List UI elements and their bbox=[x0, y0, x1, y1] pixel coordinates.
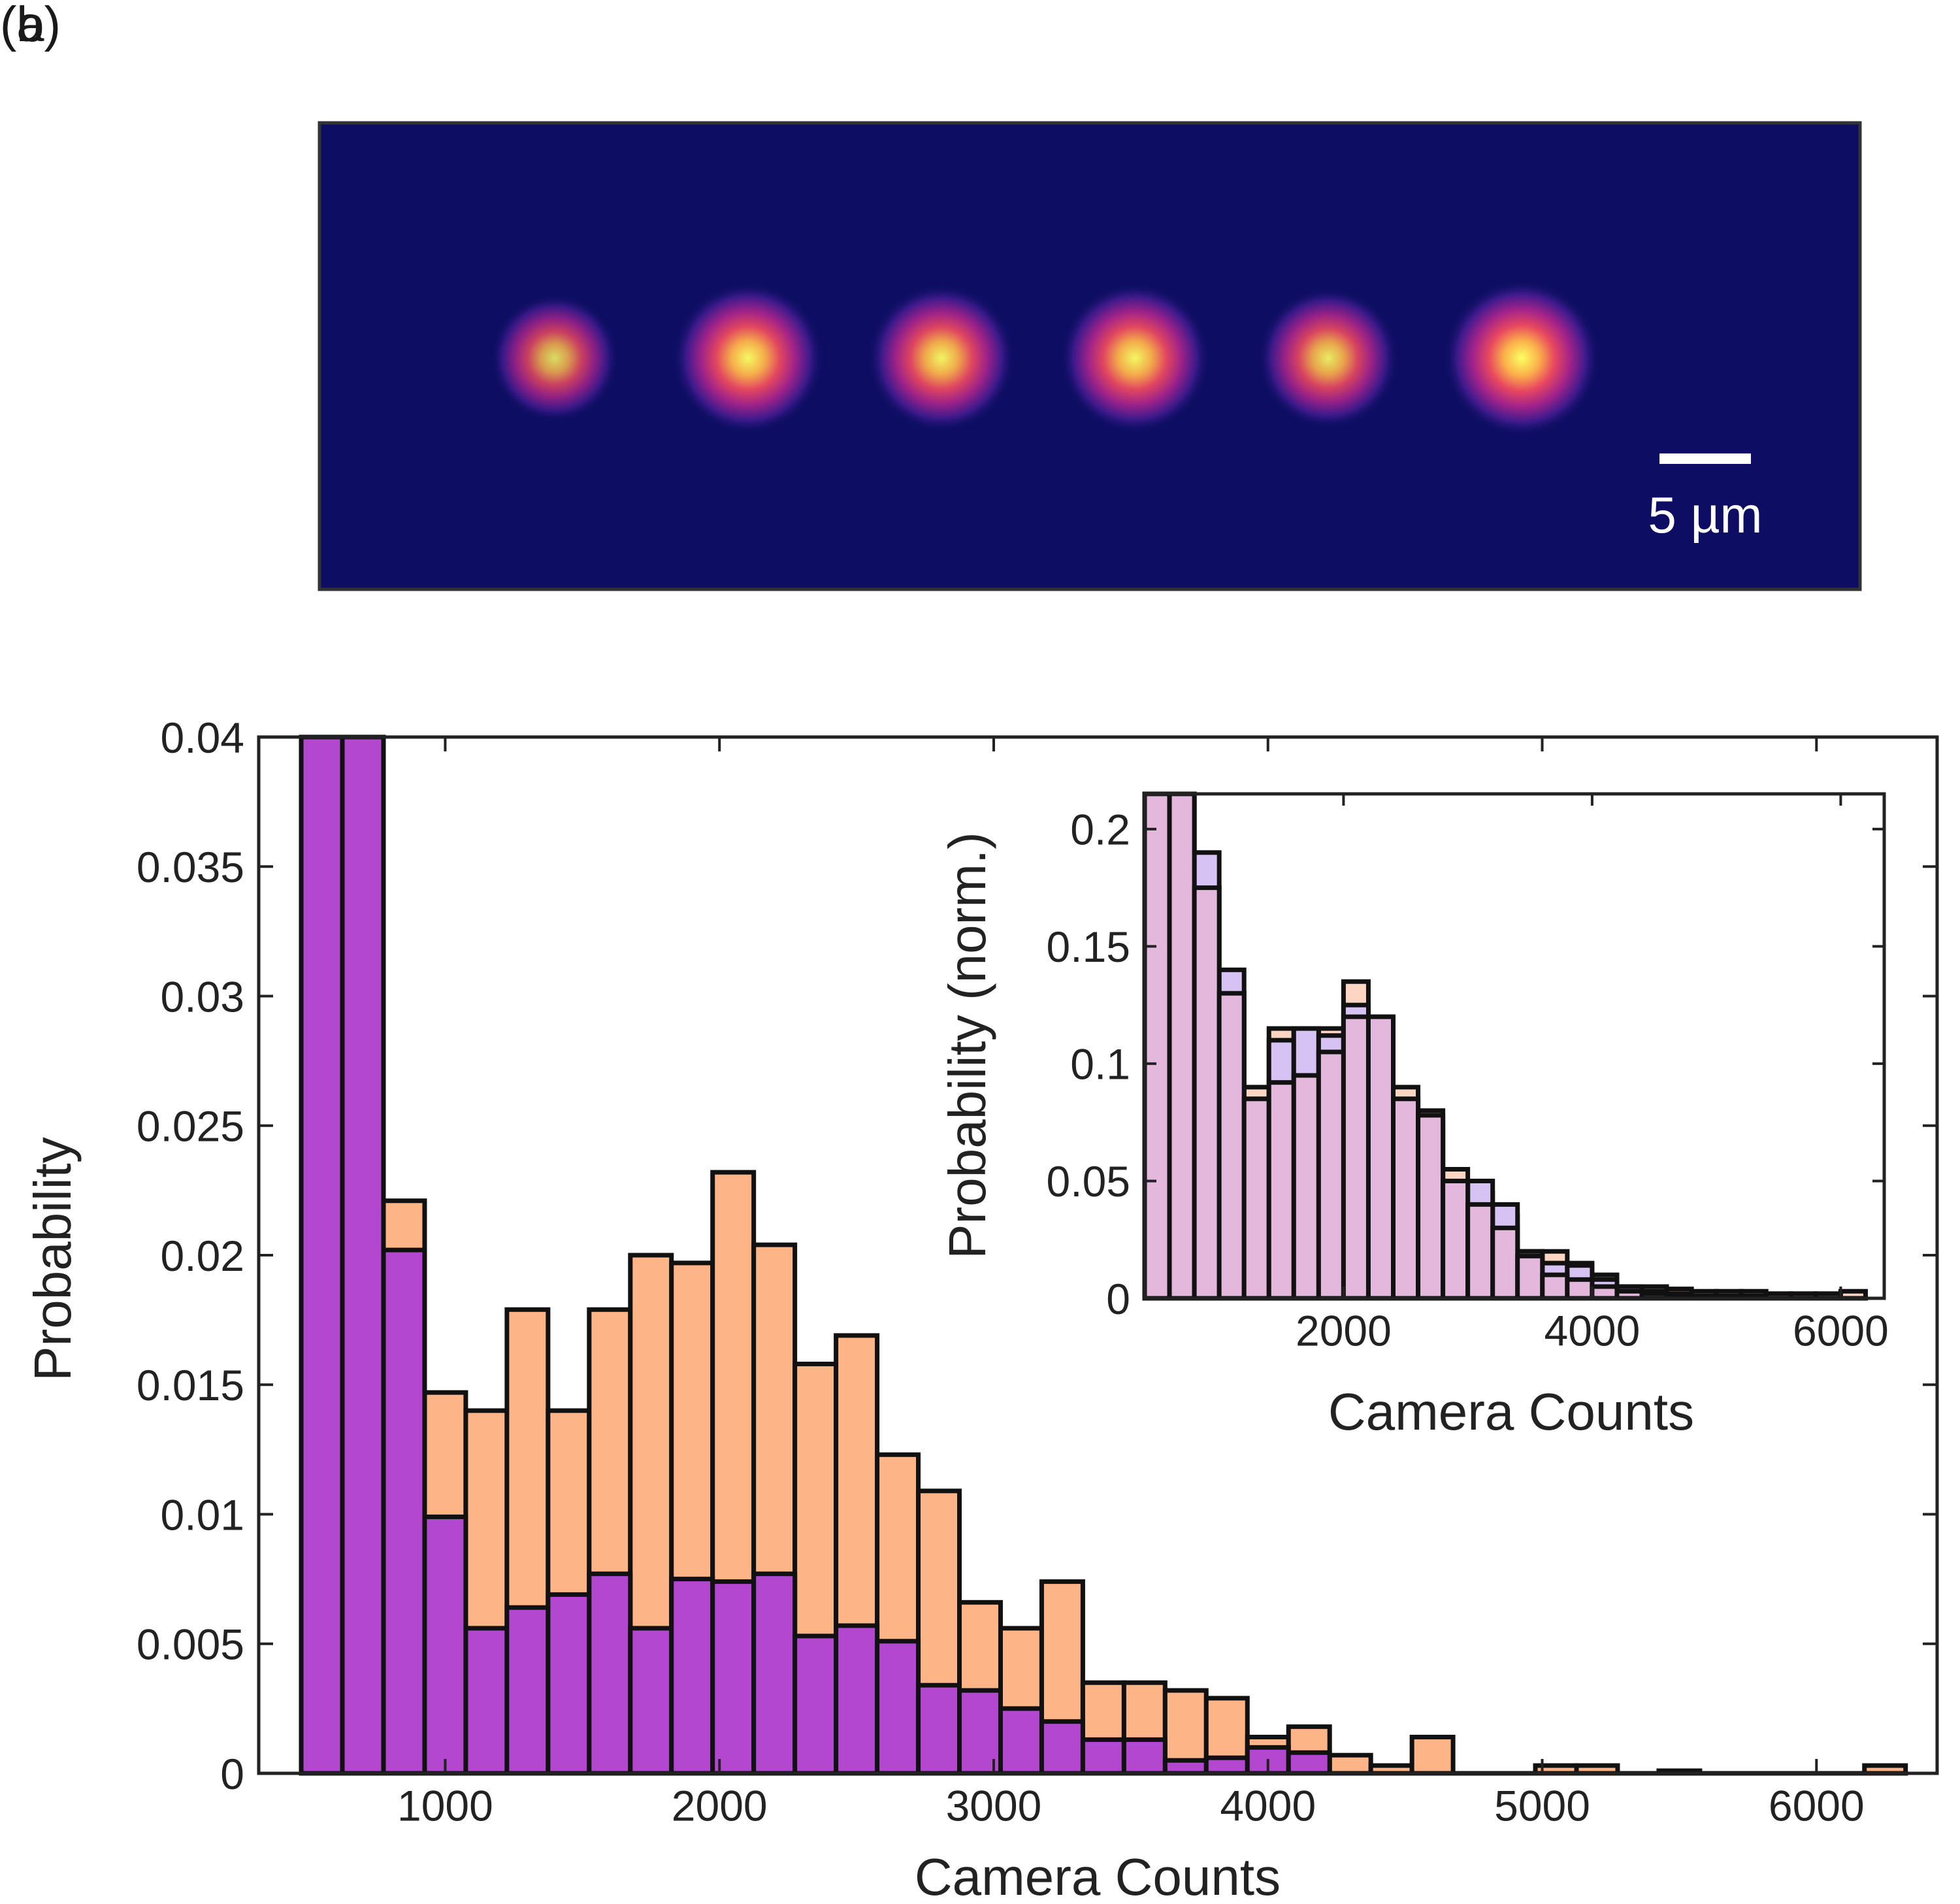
main-bar bbox=[504, 1605, 551, 1776]
inset-bar bbox=[1365, 1014, 1396, 1301]
inset-bar bbox=[1241, 1096, 1271, 1301]
inset-bar bbox=[1565, 1277, 1595, 1301]
inset-y-tick-label: 0.2 bbox=[1070, 806, 1130, 854]
main-bar bbox=[1162, 1758, 1209, 1776]
inset-axes-box bbox=[1143, 792, 1886, 1300]
inset-bar bbox=[1540, 1272, 1570, 1301]
main-x-axis-label: Camera Counts bbox=[915, 1848, 1281, 1904]
inset-y-axis-label: Probability (norm.) bbox=[938, 832, 996, 1259]
inset-bar bbox=[1316, 1049, 1346, 1301]
main-bar bbox=[1286, 1750, 1332, 1776]
inset-y-tick-label: 0.15 bbox=[1047, 923, 1130, 971]
inset-bar bbox=[1217, 991, 1247, 1301]
main-x-tick-label: 5000 bbox=[1494, 1782, 1590, 1830]
inset-bar bbox=[1416, 1113, 1446, 1301]
panel-label-b: (b) bbox=[0, 0, 61, 52]
bright-spot bbox=[672, 282, 824, 434]
main-bar bbox=[1203, 1755, 1250, 1776]
camera-image-panel: 5 µm bbox=[318, 121, 1862, 591]
main-bar bbox=[916, 1682, 962, 1776]
inset-y-tick-label: 0.05 bbox=[1047, 1157, 1130, 1206]
main-bar bbox=[381, 1247, 427, 1776]
bright-spot bbox=[1258, 287, 1399, 429]
bright-spot bbox=[1443, 280, 1600, 436]
main-bar bbox=[1080, 1737, 1126, 1776]
main-x-tick-label: 1000 bbox=[397, 1782, 493, 1830]
main-x-tick-label: 2000 bbox=[672, 1782, 768, 1830]
inset-bar bbox=[1142, 791, 1172, 1301]
inset-bar bbox=[1391, 1096, 1421, 1301]
main-y-tick-label: 0.035 bbox=[137, 843, 244, 891]
scale-bar-label: 5 µm bbox=[1648, 486, 1763, 544]
panel-label-a: (a) bbox=[0, 0, 61, 52]
main-y-tick-label: 0.025 bbox=[137, 1102, 244, 1151]
inset-bar bbox=[1266, 1080, 1296, 1301]
inset-x-tick-label: 6000 bbox=[1793, 1307, 1889, 1355]
inset-bar bbox=[1441, 1178, 1471, 1301]
inset-x-tick-label: 4000 bbox=[1544, 1307, 1640, 1355]
main-bar bbox=[463, 1626, 510, 1776]
bright-spot bbox=[868, 284, 1015, 432]
inset-bar bbox=[1465, 1202, 1495, 1301]
main-bar bbox=[875, 1639, 921, 1776]
inset-bar bbox=[1590, 1284, 1620, 1301]
main-bar bbox=[1039, 1719, 1085, 1776]
main-bar bbox=[1121, 1737, 1168, 1776]
inset-x-tick-label: 2000 bbox=[1296, 1307, 1392, 1355]
inset-bar bbox=[1341, 1014, 1371, 1301]
inset-y-tick-label: 0 bbox=[1106, 1275, 1130, 1323]
bright-spot bbox=[491, 294, 619, 422]
inset-bar bbox=[1167, 791, 1197, 1301]
main-x-tick-label: 3000 bbox=[946, 1782, 1042, 1830]
main-bar bbox=[1409, 1734, 1456, 1776]
main-bar bbox=[546, 1592, 592, 1776]
camera-image-border bbox=[318, 121, 1862, 591]
main-bar bbox=[751, 1571, 798, 1776]
scale-bar bbox=[1659, 453, 1751, 464]
main-bar bbox=[834, 1623, 880, 1776]
inset-bar bbox=[1490, 1225, 1520, 1301]
bright-spot bbox=[1060, 283, 1210, 433]
main-y-tick-label: 0.04 bbox=[161, 714, 244, 762]
inset-bar bbox=[1291, 1073, 1321, 1301]
main-x-tick-label: 6000 bbox=[1769, 1782, 1865, 1830]
inset-y-tick-label: 0.1 bbox=[1070, 1040, 1130, 1089]
main-bar bbox=[422, 1514, 468, 1776]
main-bar bbox=[340, 734, 386, 1776]
main-y-tick-label: 0.01 bbox=[161, 1490, 244, 1539]
main-y-tick-label: 0.015 bbox=[137, 1361, 244, 1409]
main-bar bbox=[998, 1706, 1044, 1776]
main-y-tick-label: 0.005 bbox=[137, 1620, 244, 1669]
main-bar bbox=[299, 734, 345, 1776]
main-histogram: 1000 2000 3000 4000 5000 6000 0 0.005 0.01 0.015 0… bbox=[24, 714, 1939, 1904]
main-bar bbox=[669, 1577, 715, 1776]
main-y-tick-label: 0.03 bbox=[161, 972, 244, 1021]
main-x-tick-label: 4000 bbox=[1220, 1782, 1316, 1830]
main-y-tick-label: 0 bbox=[220, 1750, 244, 1798]
main-bar bbox=[1327, 1752, 1373, 1776]
inset-histogram: 2000 4000 6000 0 0.05 0.1 0.15 0.2 Camera Count… bbox=[938, 791, 1889, 1441]
main-bar bbox=[587, 1571, 633, 1776]
main-bar bbox=[710, 1579, 757, 1776]
main-y-axis-label: Probability bbox=[24, 1137, 82, 1381]
main-y-tick-label: 0.02 bbox=[161, 1232, 244, 1280]
inset-x-axis-label: Camera Counts bbox=[1328, 1383, 1694, 1441]
inset-bar bbox=[1192, 885, 1222, 1301]
inset-bar bbox=[1515, 1253, 1545, 1301]
main-bar bbox=[792, 1633, 839, 1776]
main-bar bbox=[628, 1626, 674, 1776]
